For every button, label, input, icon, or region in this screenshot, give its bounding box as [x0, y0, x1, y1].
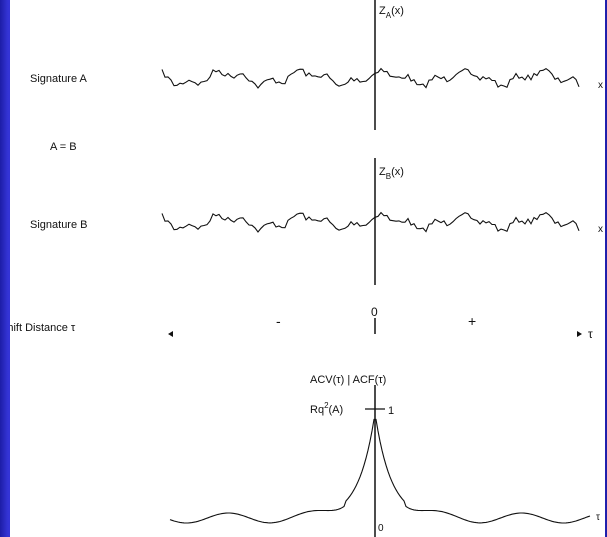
white-panel: Signature A A = B Signature B Shift Dist…: [10, 0, 605, 537]
rq-label: Rq2(A): [310, 401, 343, 416]
signature-a-label: Signature A: [30, 73, 88, 85]
signature-b-trace: [161, 211, 580, 233]
tau-end-label: τ: [596, 512, 600, 523]
za-label: ZA(x): [379, 5, 404, 20]
equality-label: A = B: [50, 141, 77, 153]
plus-sign: +: [468, 313, 476, 329]
shift-distance-label: Shift Distance τ: [10, 322, 76, 334]
minus-sign: -: [276, 313, 281, 329]
x-end-a: x: [598, 80, 603, 91]
zero-bottom-label: 0: [378, 523, 384, 534]
acv-acf-label: ACV(τ) | ACF(τ): [310, 374, 386, 386]
right-arrow-head: [577, 331, 582, 337]
signature-a-trace: [161, 67, 580, 89]
left-arrow-head: [168, 331, 173, 337]
acf-curve: [169, 418, 591, 524]
x-end-b: x: [598, 224, 603, 235]
signature-b-label: Signature B: [30, 219, 87, 231]
one-label: 1: [388, 405, 394, 417]
tau-label: τ: [588, 327, 593, 341]
zb-label: ZB(x): [379, 166, 404, 181]
autocorrelation-diagram: Signature A A = B Signature B Shift Dist…: [10, 0, 603, 537]
zero-top-label: 0: [371, 305, 378, 319]
